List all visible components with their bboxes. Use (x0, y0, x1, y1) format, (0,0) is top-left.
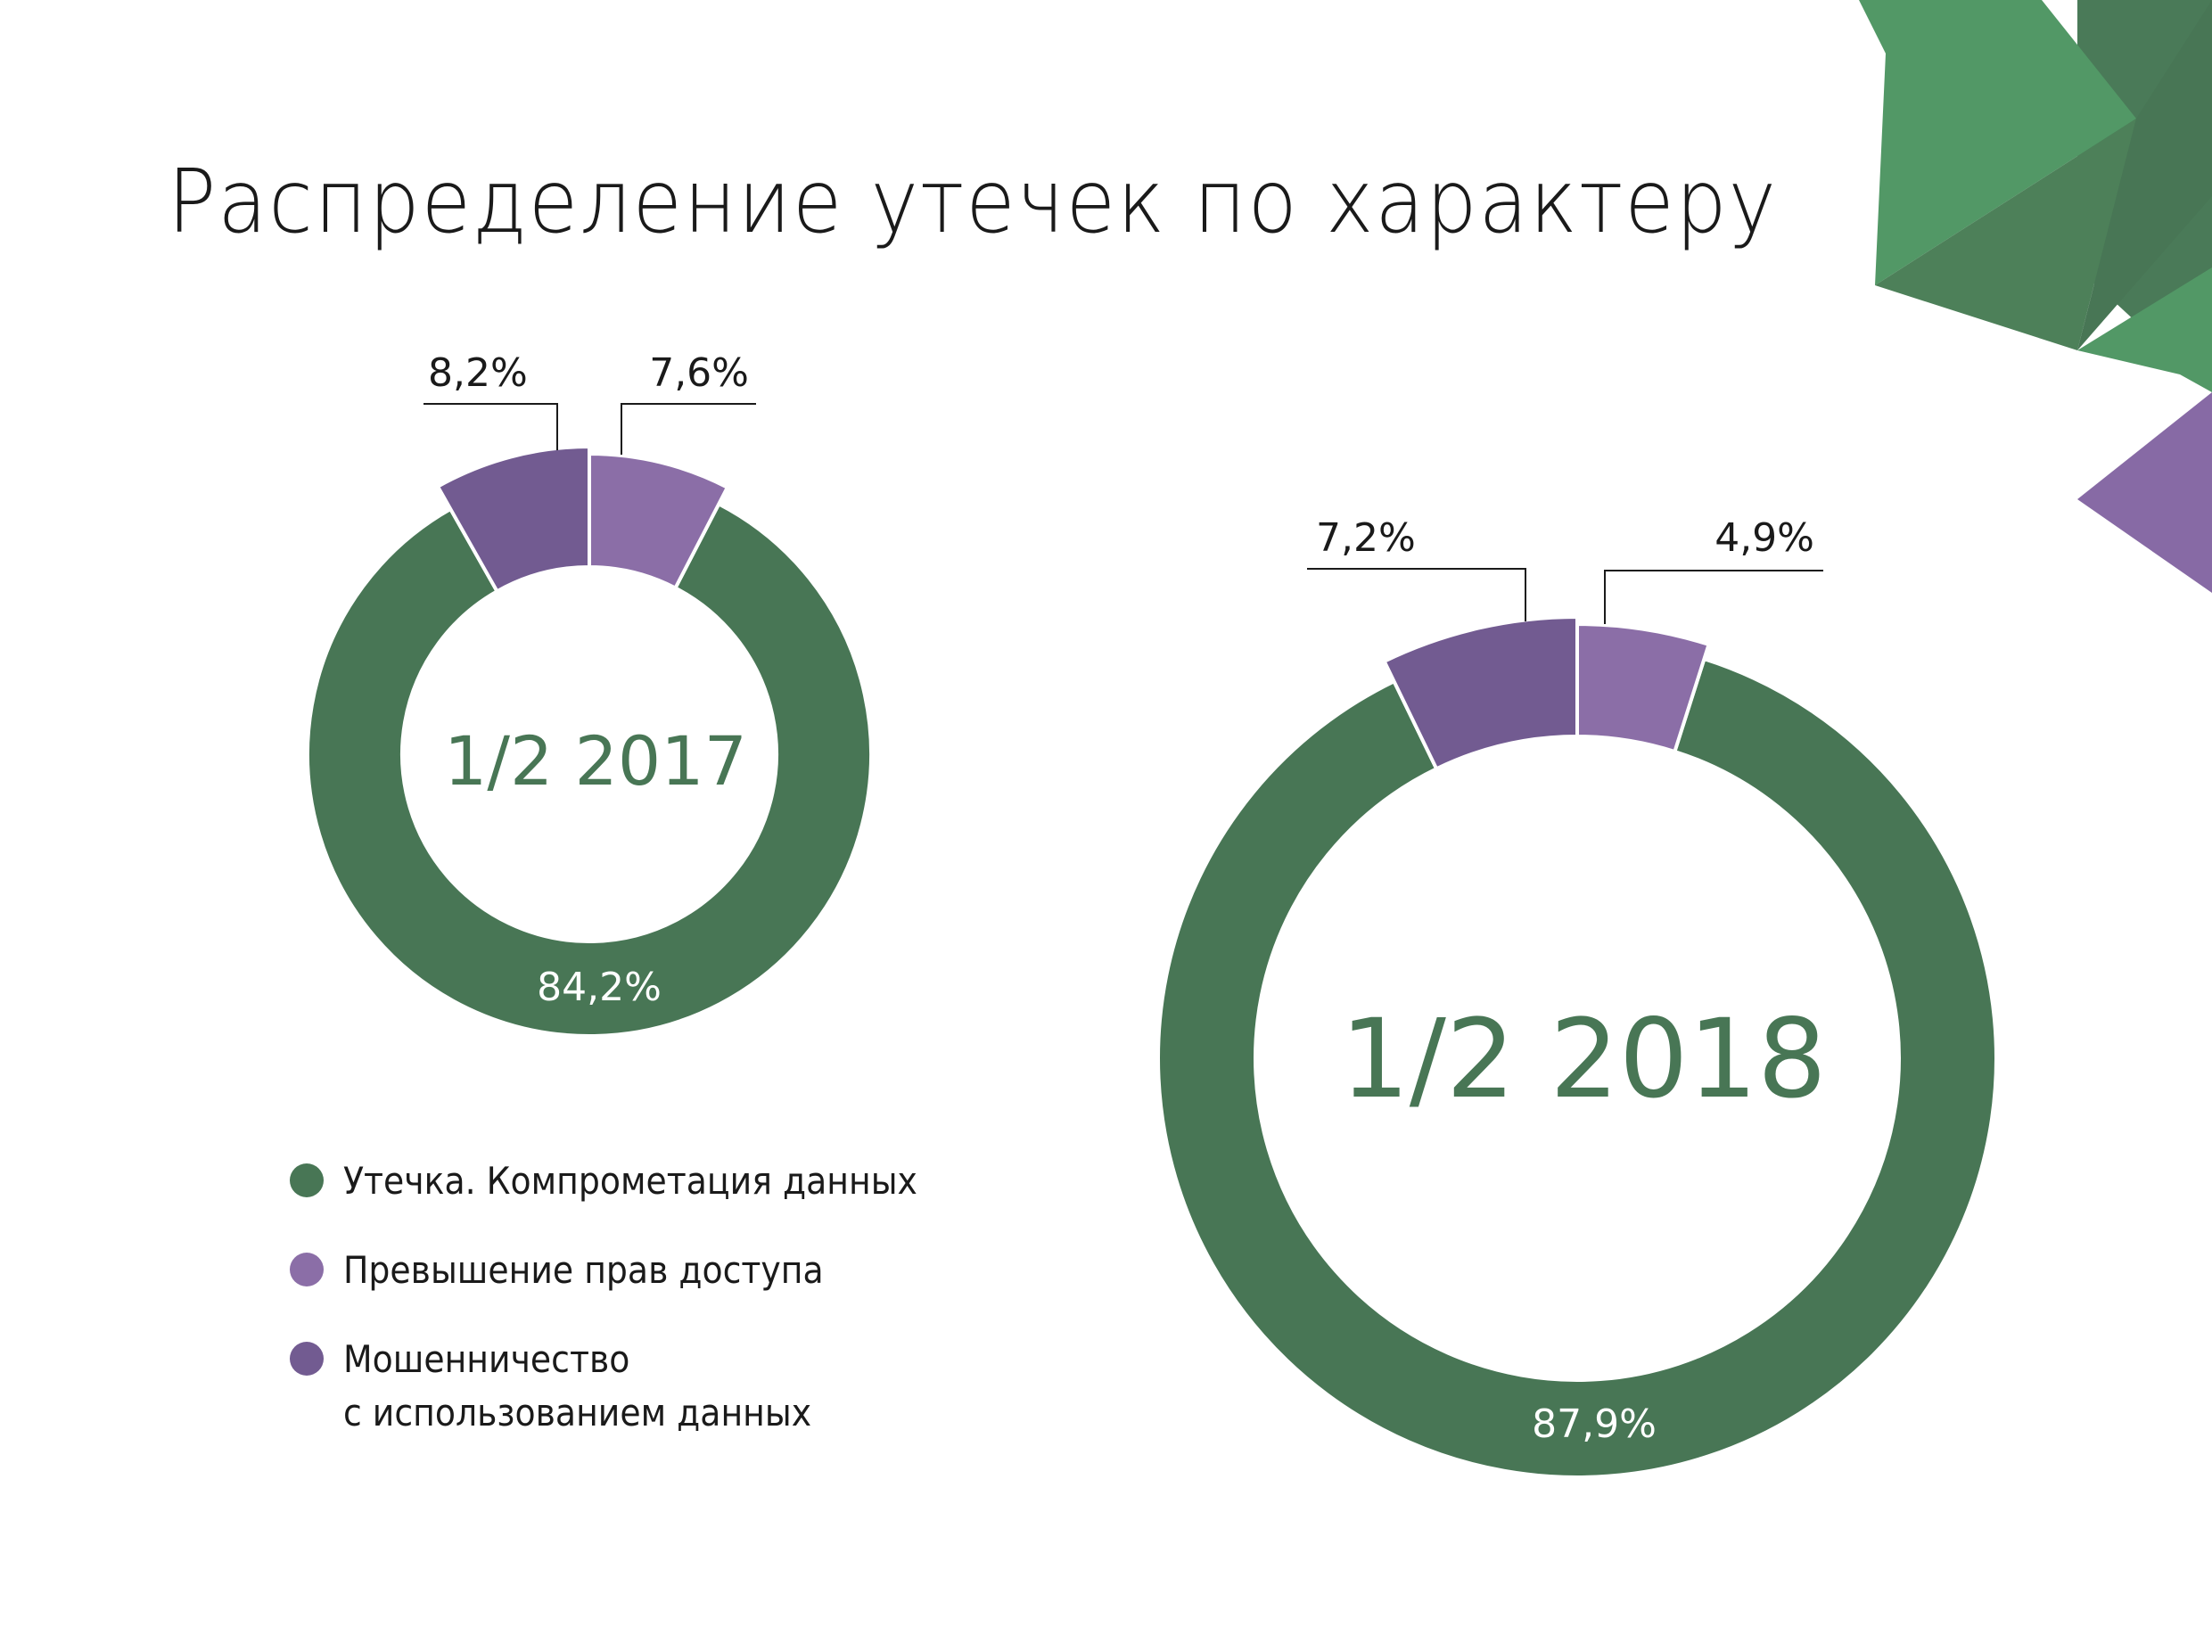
leader-line-fraud-2017 (423, 403, 558, 450)
page-title: Распределение утечек по характеру (168, 152, 1778, 253)
label-fraud-2018: 7,2% (1316, 515, 1416, 561)
legend-item-leak: Утечка. Компрометация данных (290, 1155, 981, 1208)
label-access-2018: 4,9% (1715, 515, 1814, 561)
donut-center-label-2018: 1/2 2018 (1340, 996, 1827, 1122)
segment-leak-2018 (1156, 656, 1999, 1479)
leader-line-fraud-2018 (1307, 568, 1526, 621)
segment-access-2018 (1575, 621, 1712, 754)
label-leak-2017: 84,2% (537, 965, 662, 1010)
donut-center-label-2017: 1/2 2017 (444, 721, 747, 801)
legend-swatch-fraud (290, 1342, 324, 1376)
donut-chart-2018: 7,2% 4,9% 87,9% 1/2 2018 (1156, 515, 1999, 1479)
segment-fraud-2018 (1381, 614, 1579, 771)
legend-label-fraud: Мошенничество с использованием данных (343, 1337, 812, 1434)
segment-access-2017 (588, 451, 730, 591)
leader-line-access-2017 (621, 403, 756, 455)
legend-item-access: Превышение прав доступа (290, 1244, 981, 1297)
label-leak-2018: 87,9% (1532, 1401, 1657, 1447)
segment-leak-2017 (306, 501, 873, 1038)
chart-legend: Утечка. Компрометация данных Превышение … (290, 1155, 981, 1475)
donut-chart-2017: 8,2% 7,6% 84,2% 1/2 2017 (306, 350, 873, 1038)
legend-swatch-access (290, 1253, 324, 1286)
legend-item-fraud: Мошенничество с использованием данных (290, 1333, 981, 1440)
leader-line-access-2018 (1604, 570, 1823, 624)
legend-label-leak: Утечка. Компрометация данных (343, 1159, 917, 1203)
segment-fraud-2017 (435, 444, 591, 594)
legend-swatch-leak (290, 1163, 324, 1197)
label-access-2017: 7,6% (649, 350, 749, 396)
label-fraud-2017: 8,2% (428, 350, 528, 396)
decorative-corner-shapes (1859, 0, 2212, 593)
legend-label-access: Превышение прав доступа (343, 1248, 824, 1292)
